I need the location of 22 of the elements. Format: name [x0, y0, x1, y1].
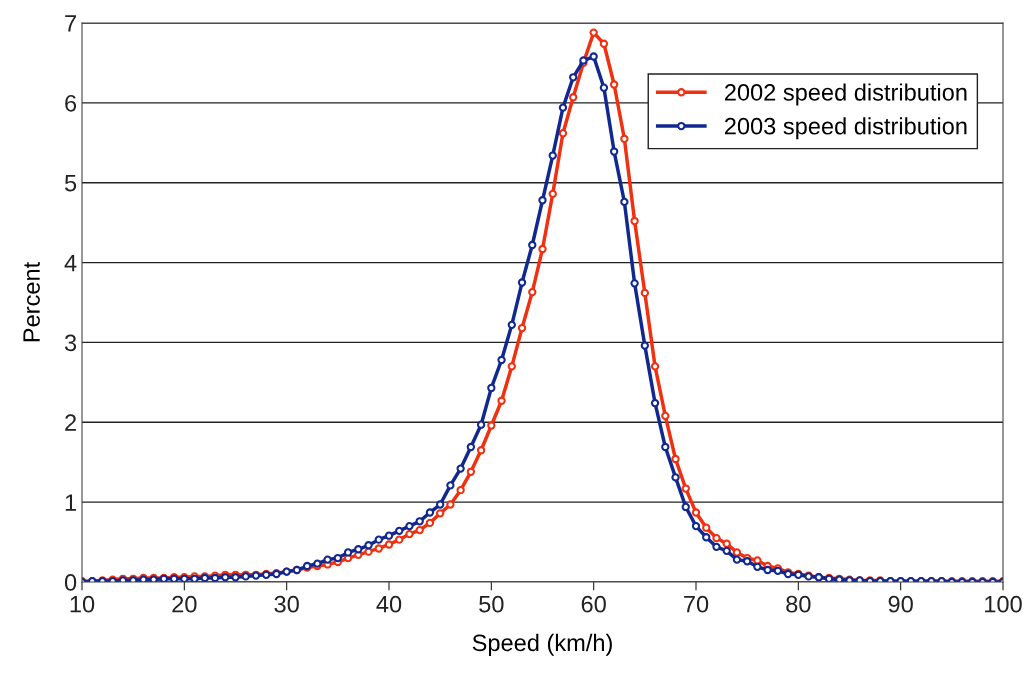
x-tick-label: 70 — [684, 595, 709, 613]
y-tick-label: 3 — [64, 334, 77, 352]
x-tick-label: 40 — [376, 595, 402, 613]
x-tick-label: 60 — [581, 595, 606, 613]
y-tick-label: 6 — [65, 94, 77, 112]
x-tick-label: 10 — [70, 595, 95, 613]
y-tick-label: 4 — [64, 254, 77, 272]
x-axis-title: Speed (km/h) — [472, 633, 612, 656]
y-axis-title: Percent — [23, 261, 40, 342]
x-tick-label: 100 — [985, 595, 1022, 613]
y-tick-label: 1 — [65, 494, 76, 511]
legend-label: 2003 speed distribution — [724, 117, 967, 140]
x-tick-label: 20 — [172, 595, 197, 613]
legend-label: 2002 speed distribution — [724, 83, 967, 106]
x-tick-label: 90 — [888, 595, 913, 613]
y-tick-label: 5 — [64, 175, 77, 192]
x-tick-label: 50 — [479, 595, 504, 613]
y-tick-label: 0 — [64, 574, 77, 591]
x-tick-label: 80 — [786, 595, 811, 613]
y-tick-label: 2 — [65, 414, 76, 431]
x-tick-label: 30 — [274, 595, 299, 613]
y-tick-label: 7 — [65, 15, 76, 32]
